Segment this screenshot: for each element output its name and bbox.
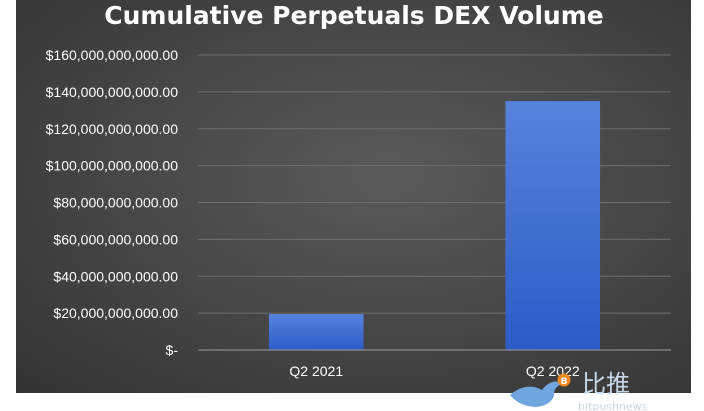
watermark-url: bitpushnews (578, 400, 648, 411)
y-tick-label: $40,000,000,000.00 (53, 268, 178, 284)
y-tick-label: $100,000,000,000.00 (46, 158, 179, 174)
watermark-logo: B 比推 bitpushnews (510, 370, 648, 411)
y-tick-label: $140,000,000,000.00 (46, 84, 179, 100)
y-axis: $- $20,000,000,000.00 $40,000,000,000.00 $6… (46, 47, 179, 358)
bird-icon: B (510, 373, 571, 407)
x-tick-label: Q2 2021 (289, 363, 343, 379)
chart-panel: Cumulative Perpetuals DEX Volume $- $20,0… (16, 0, 691, 393)
y-tick-label: $- (166, 342, 179, 358)
chart-title: Cumulative Perpetuals DEX Volume (104, 1, 603, 30)
y-tick-label: $20,000,000,000.00 (53, 305, 178, 321)
bar-q2-2022 (505, 101, 601, 350)
watermark-text: 比推 (582, 370, 630, 398)
bar-q2-2021 (268, 314, 364, 350)
bar-chart: Cumulative Perpetuals DEX Volume $- $20,0… (46, 1, 671, 379)
y-tick-label: $160,000,000,000.00 (46, 47, 179, 63)
y-tick-label: $60,000,000,000.00 (53, 231, 178, 247)
svg-text:B: B (561, 377, 568, 387)
y-tick-label: $80,000,000,000.00 (53, 195, 178, 211)
grid-layer (198, 54, 671, 314)
bars (268, 101, 601, 350)
y-tick-label: $120,000,000,000.00 (46, 121, 179, 137)
